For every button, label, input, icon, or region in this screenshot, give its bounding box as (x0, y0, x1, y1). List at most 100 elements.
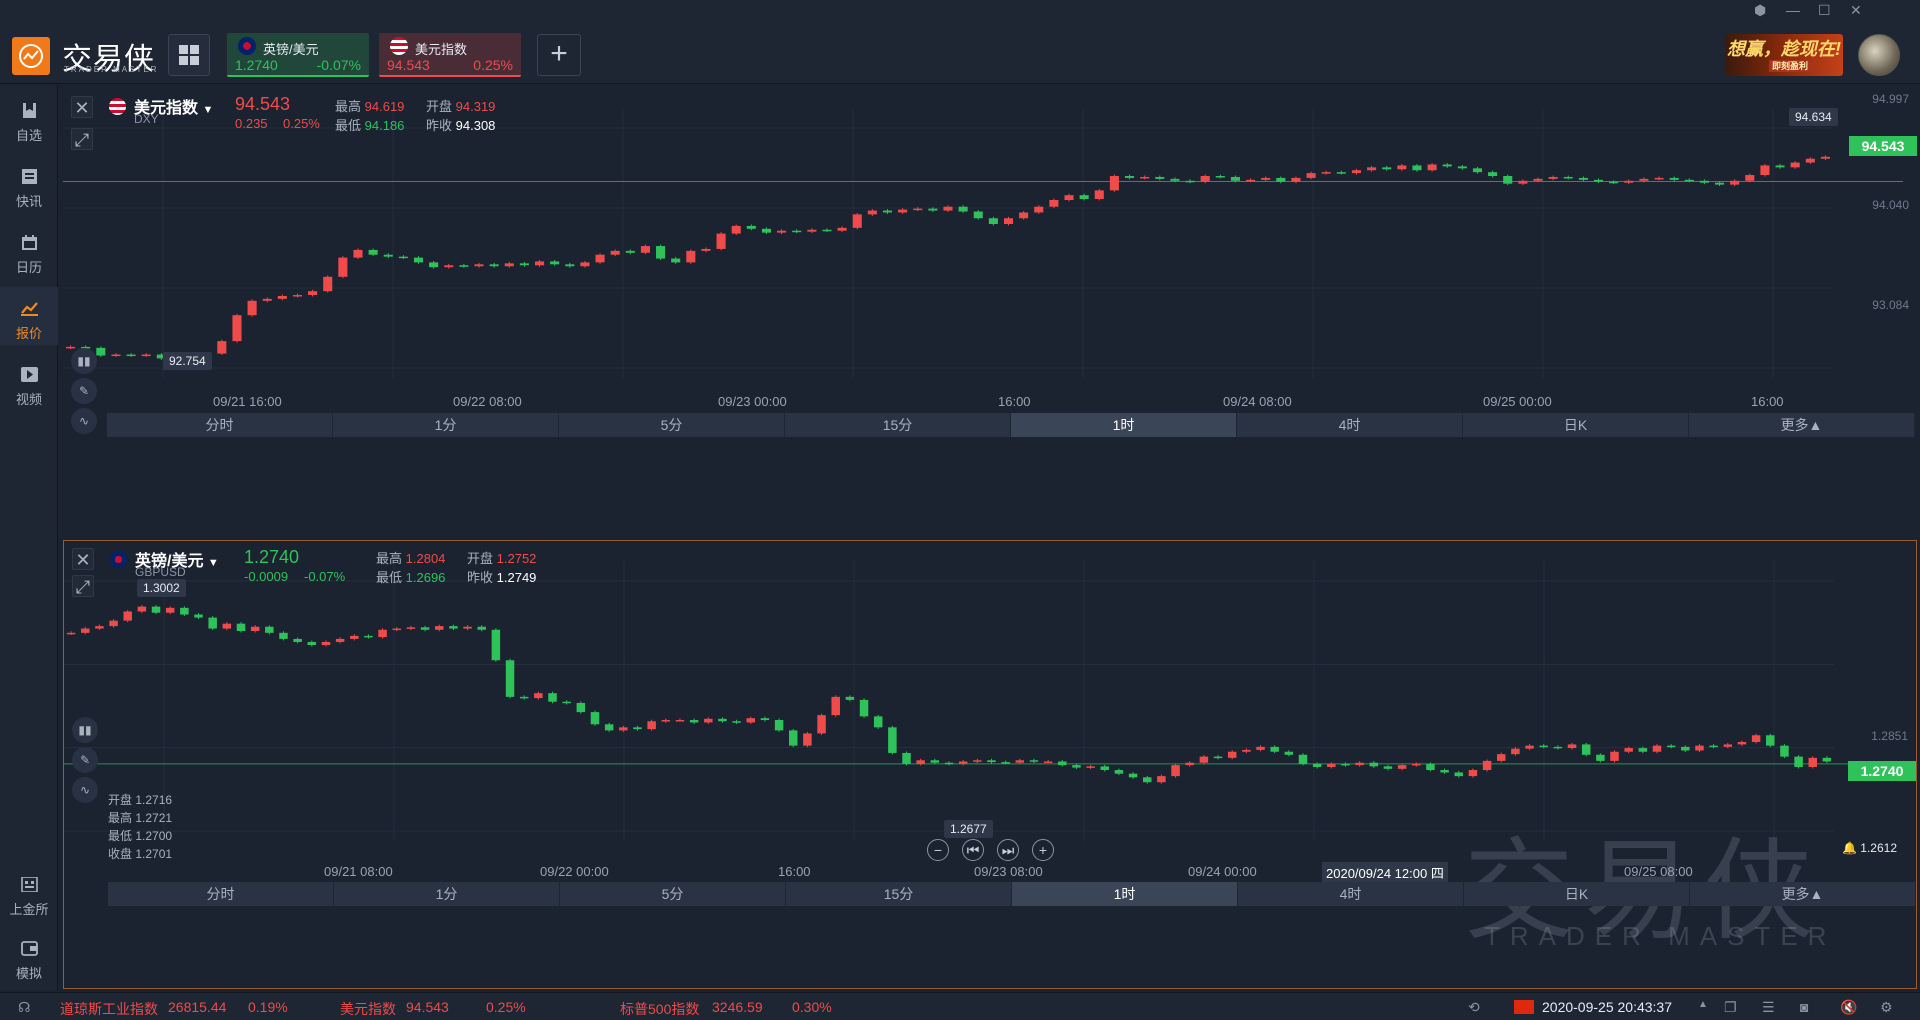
ticker-name[interactable]: 标普500指数 (620, 1001, 700, 1017)
timeframe-5[interactable]: 4时 (1238, 882, 1464, 906)
candlestick-chart-dxy[interactable] (63, 88, 1917, 534)
tab-gbpusd[interactable]: 英镑/美元 1.2740 -0.07% (227, 33, 369, 77)
symbol-selector[interactable]: 美元指数 ▼ (134, 94, 213, 118)
timeframe-4[interactable]: 1时 (1012, 882, 1238, 906)
x-axis-label: 16:00 (778, 864, 811, 879)
ad-banner[interactable]: 想赢，趁现在! 即刻盈利 (1725, 34, 1843, 76)
close-window-icon[interactable]: ✕ (1850, 2, 1862, 18)
indicator-icon[interactable]: ▮▮ (72, 717, 98, 743)
candle-body (262, 298, 272, 301)
candle-body (1518, 180, 1528, 184)
timeframe-7[interactable]: 更多▲ (1689, 413, 1915, 437)
candle-body (1125, 176, 1135, 178)
chart-icon (21, 302, 38, 316)
current-price: 1.2740 (244, 547, 300, 567)
sidebar-item-watchlist[interactable]: 自选 (0, 89, 58, 147)
analysis-icon[interactable]: ∿ (72, 777, 98, 803)
plus-icon: + (550, 37, 568, 70)
sidebar-item-simulation[interactable]: 模拟 (0, 927, 58, 985)
price-change: 0.235 (235, 116, 268, 131)
add-tab-button[interactable]: + (537, 34, 581, 76)
timeframe-2[interactable]: 5分 (559, 413, 785, 437)
candle-body (1745, 175, 1755, 181)
expand-icon[interactable]: ⤢ (71, 128, 93, 150)
zoom-out-button[interactable]: − (927, 839, 949, 861)
timeframe-0[interactable]: 分时 (108, 882, 334, 906)
sidebar-item-quotes[interactable]: 报价 (0, 287, 58, 345)
candlestick-chart-gbpusd[interactable] (64, 541, 1916, 988)
candle-body (943, 206, 953, 211)
candle-body (1086, 766, 1095, 768)
analysis-icon[interactable]: ∿ (71, 408, 97, 434)
settings-icon[interactable]: ⬢ (1754, 2, 1767, 18)
timeframe-1[interactable]: 1分 (333, 413, 559, 437)
timeframe-7[interactable]: 更多▲ (1690, 882, 1916, 906)
close-chart-icon[interactable]: ✕ (71, 96, 93, 118)
timeframe-2[interactable]: 5分 (560, 882, 786, 906)
candle-body (625, 250, 635, 253)
list-icon[interactable]: ☰ (1762, 999, 1775, 1015)
candle-body (217, 341, 227, 354)
minimize-icon[interactable]: — (1786, 2, 1800, 18)
tab-dxy[interactable]: 美元指数 94.543 0.25% (379, 33, 521, 77)
timeframe-0[interactable]: 分时 (107, 413, 333, 437)
sidebar-item-news[interactable]: 快讯 (0, 155, 58, 213)
candle-body (1624, 748, 1633, 752)
price-change: -0.0009 (244, 569, 289, 584)
signal-icon[interactable]: ⟲ (1468, 999, 1480, 1015)
alert-price-value: 1.2612 (1860, 841, 1897, 855)
candle-body (444, 265, 454, 268)
timeframe-6[interactable]: 日K (1463, 413, 1689, 437)
sidebar-item-video[interactable]: 视频 (0, 353, 58, 411)
headset-icon[interactable]: ☊ (18, 999, 31, 1015)
mute-icon[interactable]: 🔇 (1840, 999, 1858, 1015)
candle-body (1533, 178, 1543, 181)
close-chart-icon[interactable]: ✕ (72, 548, 94, 570)
sidebar-item-calendar[interactable]: 日历 (0, 221, 58, 279)
draw-pencil-icon[interactable]: ✎ (72, 747, 98, 773)
candle-body (1563, 176, 1573, 179)
candle-body (640, 246, 650, 253)
window-icon[interactable]: ❐ (1724, 999, 1737, 1015)
avatar[interactable] (1858, 34, 1900, 76)
timeframe-1[interactable]: 1分 (334, 882, 560, 906)
sidebar-item-sge[interactable]: 上金所 (0, 863, 58, 921)
symbol-selector[interactable]: 英镑/美元 ▼ (135, 547, 219, 571)
stat-value: 1.2749 (496, 570, 537, 585)
price-change-pct: -0.07% (304, 569, 346, 584)
chart-panel-gbpusd[interactable]: 交易侠 TRADER MASTER ✕ ⤢ ▮▮ ✎ ∿ 英镑/美元 ▼ GBP… (63, 540, 1917, 989)
timeframe-4[interactable]: 1时 (1011, 413, 1237, 437)
ticker-name[interactable]: 美元指数 (340, 1001, 396, 1017)
layout-grid-button[interactable] (168, 34, 210, 76)
chart-panel-dxy[interactable]: ✕ ⤢ ▮▮ ✎ ∿ 美元指数 ▼ DXY 94.543 0.235 0.25%… (63, 88, 1917, 534)
expand-icon[interactable]: ⤢ (72, 575, 94, 597)
candle-body (368, 249, 378, 255)
zoom-in-button[interactable]: + (1032, 839, 1054, 861)
candle-body (1567, 744, 1577, 749)
scroll-end-button[interactable]: ⏭ (997, 839, 1019, 861)
symbol-code: DXY (134, 112, 159, 126)
stat-label: 最低 (376, 570, 403, 585)
ticker-name[interactable]: 道琼斯工业指数 (60, 1001, 158, 1017)
caret-up-icon[interactable]: ▲ (1698, 999, 1708, 1010)
candle-body (1230, 176, 1240, 181)
timeframe-3[interactable]: 15分 (786, 882, 1012, 906)
candle-body (803, 733, 812, 746)
maximize-icon[interactable]: ☐ (1818, 2, 1831, 18)
settings-gear-icon[interactable]: ⚙ (1880, 999, 1893, 1015)
timeframe-3[interactable]: 15分 (785, 413, 1011, 437)
draw-pencil-icon[interactable]: ✎ (71, 378, 97, 404)
candle-body (837, 227, 847, 231)
candle-body (1539, 745, 1548, 748)
timeframe-6[interactable]: 日K (1464, 882, 1690, 906)
x-axis-label: 16:00 (1751, 394, 1784, 409)
camera-icon[interactable]: ◙ (1800, 999, 1809, 1015)
stat-high: 最高 94.619 (335, 96, 404, 115)
x-axis-label: 09/22 00:00 (540, 864, 609, 879)
candle-body (1298, 754, 1308, 764)
candle-body (550, 261, 560, 265)
indicator-icon[interactable]: ▮▮ (71, 348, 97, 374)
timeframe-5[interactable]: 4时 (1237, 413, 1463, 437)
candle-body (1496, 754, 1506, 761)
scroll-start-button[interactable]: ⏮ (962, 839, 984, 861)
